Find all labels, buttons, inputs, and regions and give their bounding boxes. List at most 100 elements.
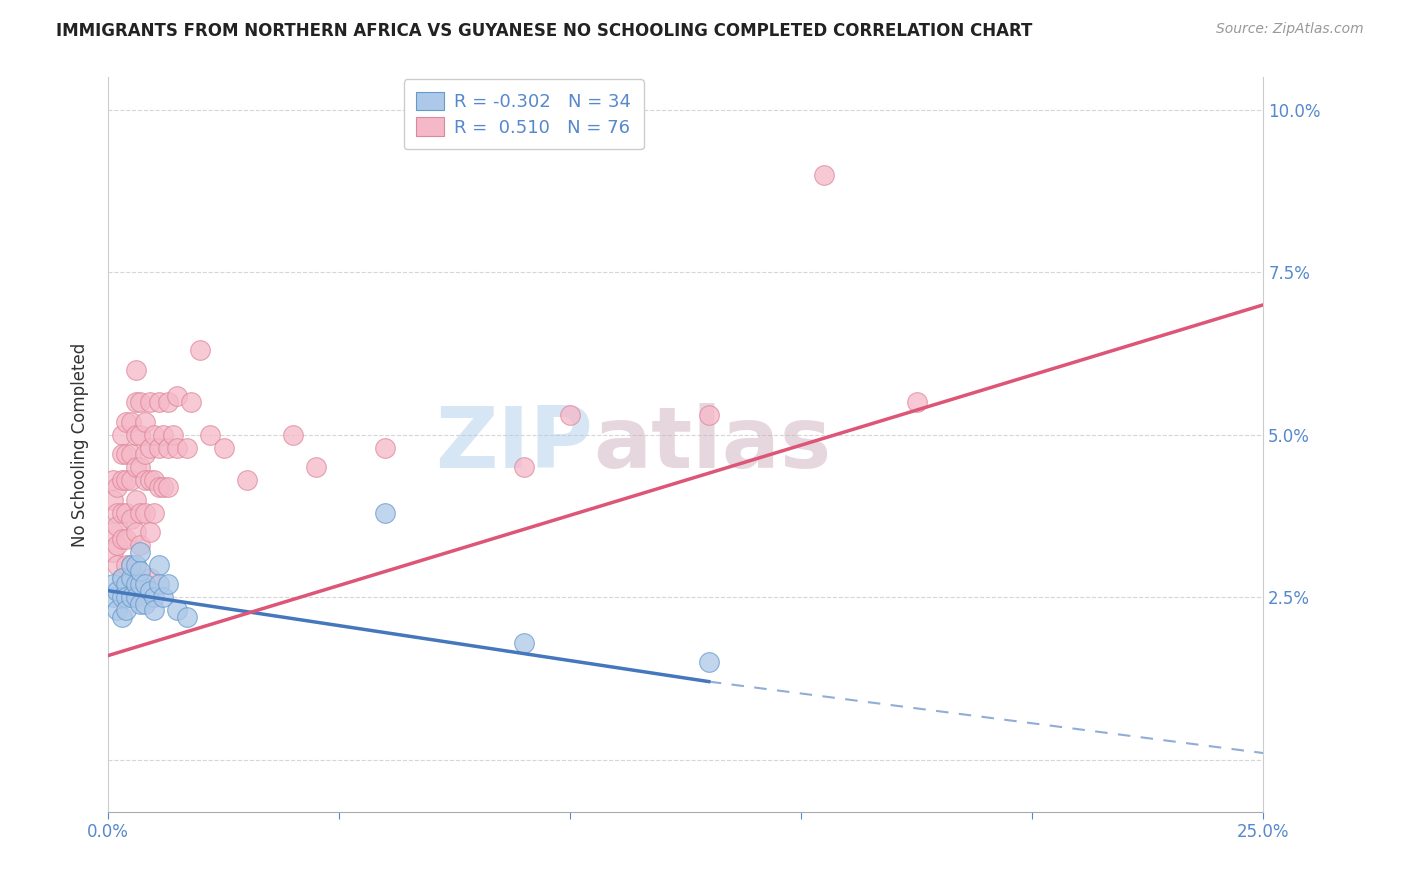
Point	[143, 427, 166, 442]
Point	[125, 590, 148, 604]
Point	[212, 441, 235, 455]
Point	[148, 395, 170, 409]
Point	[125, 363, 148, 377]
Point	[134, 473, 156, 487]
Point	[148, 441, 170, 455]
Point	[111, 571, 134, 585]
Point	[198, 427, 221, 442]
Point	[134, 415, 156, 429]
Point	[374, 506, 396, 520]
Point	[558, 409, 581, 423]
Point	[111, 447, 134, 461]
Point	[281, 427, 304, 442]
Legend: R = -0.302   N = 34, R =  0.510   N = 76: R = -0.302 N = 34, R = 0.510 N = 76	[404, 79, 644, 150]
Point	[129, 544, 152, 558]
Point	[138, 473, 160, 487]
Point	[129, 577, 152, 591]
Point	[157, 577, 180, 591]
Point	[125, 427, 148, 442]
Point	[166, 389, 188, 403]
Point	[513, 635, 536, 649]
Point	[134, 577, 156, 591]
Point	[105, 603, 128, 617]
Point	[152, 590, 174, 604]
Point	[134, 506, 156, 520]
Point	[125, 460, 148, 475]
Point	[105, 506, 128, 520]
Point	[111, 609, 134, 624]
Point	[143, 473, 166, 487]
Point	[125, 558, 148, 572]
Point	[129, 427, 152, 442]
Text: atlas: atlas	[593, 403, 831, 486]
Point	[101, 577, 124, 591]
Point	[813, 168, 835, 182]
Point	[115, 415, 138, 429]
Point	[905, 395, 928, 409]
Point	[697, 655, 720, 669]
Point	[129, 597, 152, 611]
Point	[157, 395, 180, 409]
Point	[180, 395, 202, 409]
Point	[513, 460, 536, 475]
Point	[143, 590, 166, 604]
Point	[129, 395, 152, 409]
Point	[176, 609, 198, 624]
Point	[120, 590, 142, 604]
Point	[120, 558, 142, 572]
Point	[111, 532, 134, 546]
Point	[120, 571, 142, 585]
Point	[120, 415, 142, 429]
Point	[125, 577, 148, 591]
Point	[115, 603, 138, 617]
Point	[105, 538, 128, 552]
Point	[697, 409, 720, 423]
Text: Source: ZipAtlas.com: Source: ZipAtlas.com	[1216, 22, 1364, 37]
Point	[101, 492, 124, 507]
Point	[190, 343, 212, 358]
Point	[162, 427, 184, 442]
Point	[111, 506, 134, 520]
Point	[129, 538, 152, 552]
Y-axis label: No Schooling Completed: No Schooling Completed	[72, 343, 89, 547]
Point	[148, 558, 170, 572]
Point	[120, 590, 142, 604]
Point	[111, 473, 134, 487]
Point	[105, 583, 128, 598]
Point	[105, 558, 128, 572]
Point	[143, 506, 166, 520]
Point	[120, 512, 142, 526]
Point	[105, 518, 128, 533]
Point	[148, 577, 170, 591]
Point	[120, 473, 142, 487]
Point	[138, 583, 160, 598]
Point	[105, 480, 128, 494]
Point	[115, 473, 138, 487]
Point	[115, 590, 138, 604]
Point	[111, 590, 134, 604]
Point	[157, 480, 180, 494]
Point	[101, 525, 124, 540]
Point	[125, 571, 148, 585]
Point	[120, 447, 142, 461]
Point	[157, 441, 180, 455]
Point	[129, 506, 152, 520]
Point	[115, 447, 138, 461]
Point	[125, 492, 148, 507]
Point	[115, 506, 138, 520]
Point	[115, 577, 138, 591]
Point	[374, 441, 396, 455]
Point	[166, 603, 188, 617]
Point	[115, 558, 138, 572]
Point	[129, 460, 152, 475]
Point	[111, 571, 134, 585]
Point	[152, 480, 174, 494]
Point	[138, 395, 160, 409]
Point	[143, 603, 166, 617]
Point	[138, 525, 160, 540]
Point	[305, 460, 328, 475]
Point	[134, 597, 156, 611]
Point	[115, 532, 138, 546]
Point	[111, 427, 134, 442]
Point	[148, 480, 170, 494]
